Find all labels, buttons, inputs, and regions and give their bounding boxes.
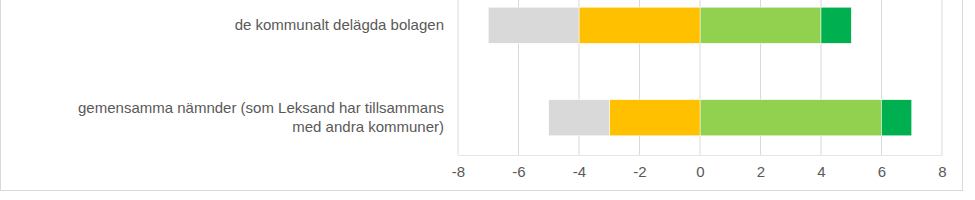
bar-segment xyxy=(609,100,700,136)
x-axis-line xyxy=(459,155,943,156)
x-tick-label: -2 xyxy=(633,163,646,180)
x-tick-label: 8 xyxy=(938,163,946,180)
x-tick-label: -4 xyxy=(573,163,586,180)
category-label: de kommunalt delägda bolagen xyxy=(235,16,444,33)
y-tick: de kommunalt delägda bolagen xyxy=(235,16,458,33)
chart: -8 -6 -4 -2 0 2 4 6 8 de kommunalt delägda bolage… xyxy=(0,0,975,200)
x-tick: 6 xyxy=(878,155,886,180)
x-tick-label: 0 xyxy=(696,163,704,180)
category-label-line: med andra kommuner) xyxy=(292,118,444,135)
category-label-line: gemensamma nämnder (som Leksand har till… xyxy=(78,99,444,116)
y-axis: de kommunalt delägda bolagen gemensamma n… xyxy=(78,16,458,135)
x-tick: 8 xyxy=(938,155,946,180)
x-tick-label: 6 xyxy=(878,163,886,180)
x-tick: 0 xyxy=(696,155,704,180)
bar-segment xyxy=(882,100,912,136)
category-label: gemensamma nämnder (som Leksand har till… xyxy=(78,99,444,135)
x-tick-label: 4 xyxy=(817,163,825,180)
bar-segment xyxy=(549,100,610,136)
x-tick: -6 xyxy=(512,155,525,180)
category-label-line: de kommunalt delägda bolagen xyxy=(235,16,444,33)
x-axis: -8 -6 -4 -2 0 2 4 6 8 xyxy=(452,155,947,180)
bar-segment xyxy=(700,100,882,136)
x-tick: 4 xyxy=(817,155,825,180)
chart-frame xyxy=(1,0,963,191)
x-tick-label: -8 xyxy=(452,163,465,180)
x-tick-label: -6 xyxy=(512,163,525,180)
x-tick: -2 xyxy=(633,155,646,180)
bar-segment xyxy=(700,7,821,43)
bar-segment xyxy=(579,7,700,43)
x-tick-label: 2 xyxy=(757,163,765,180)
bar-segment xyxy=(488,7,579,43)
y-tick: gemensamma nämnder (som Leksand har till… xyxy=(78,99,458,135)
bars xyxy=(488,7,912,136)
bar-segment xyxy=(821,7,851,43)
grid-line xyxy=(458,0,459,155)
grid-line xyxy=(942,0,943,155)
grid xyxy=(458,0,942,155)
x-tick: -4 xyxy=(573,155,586,180)
x-tick: 2 xyxy=(757,155,765,180)
x-tick: -8 xyxy=(452,155,465,180)
